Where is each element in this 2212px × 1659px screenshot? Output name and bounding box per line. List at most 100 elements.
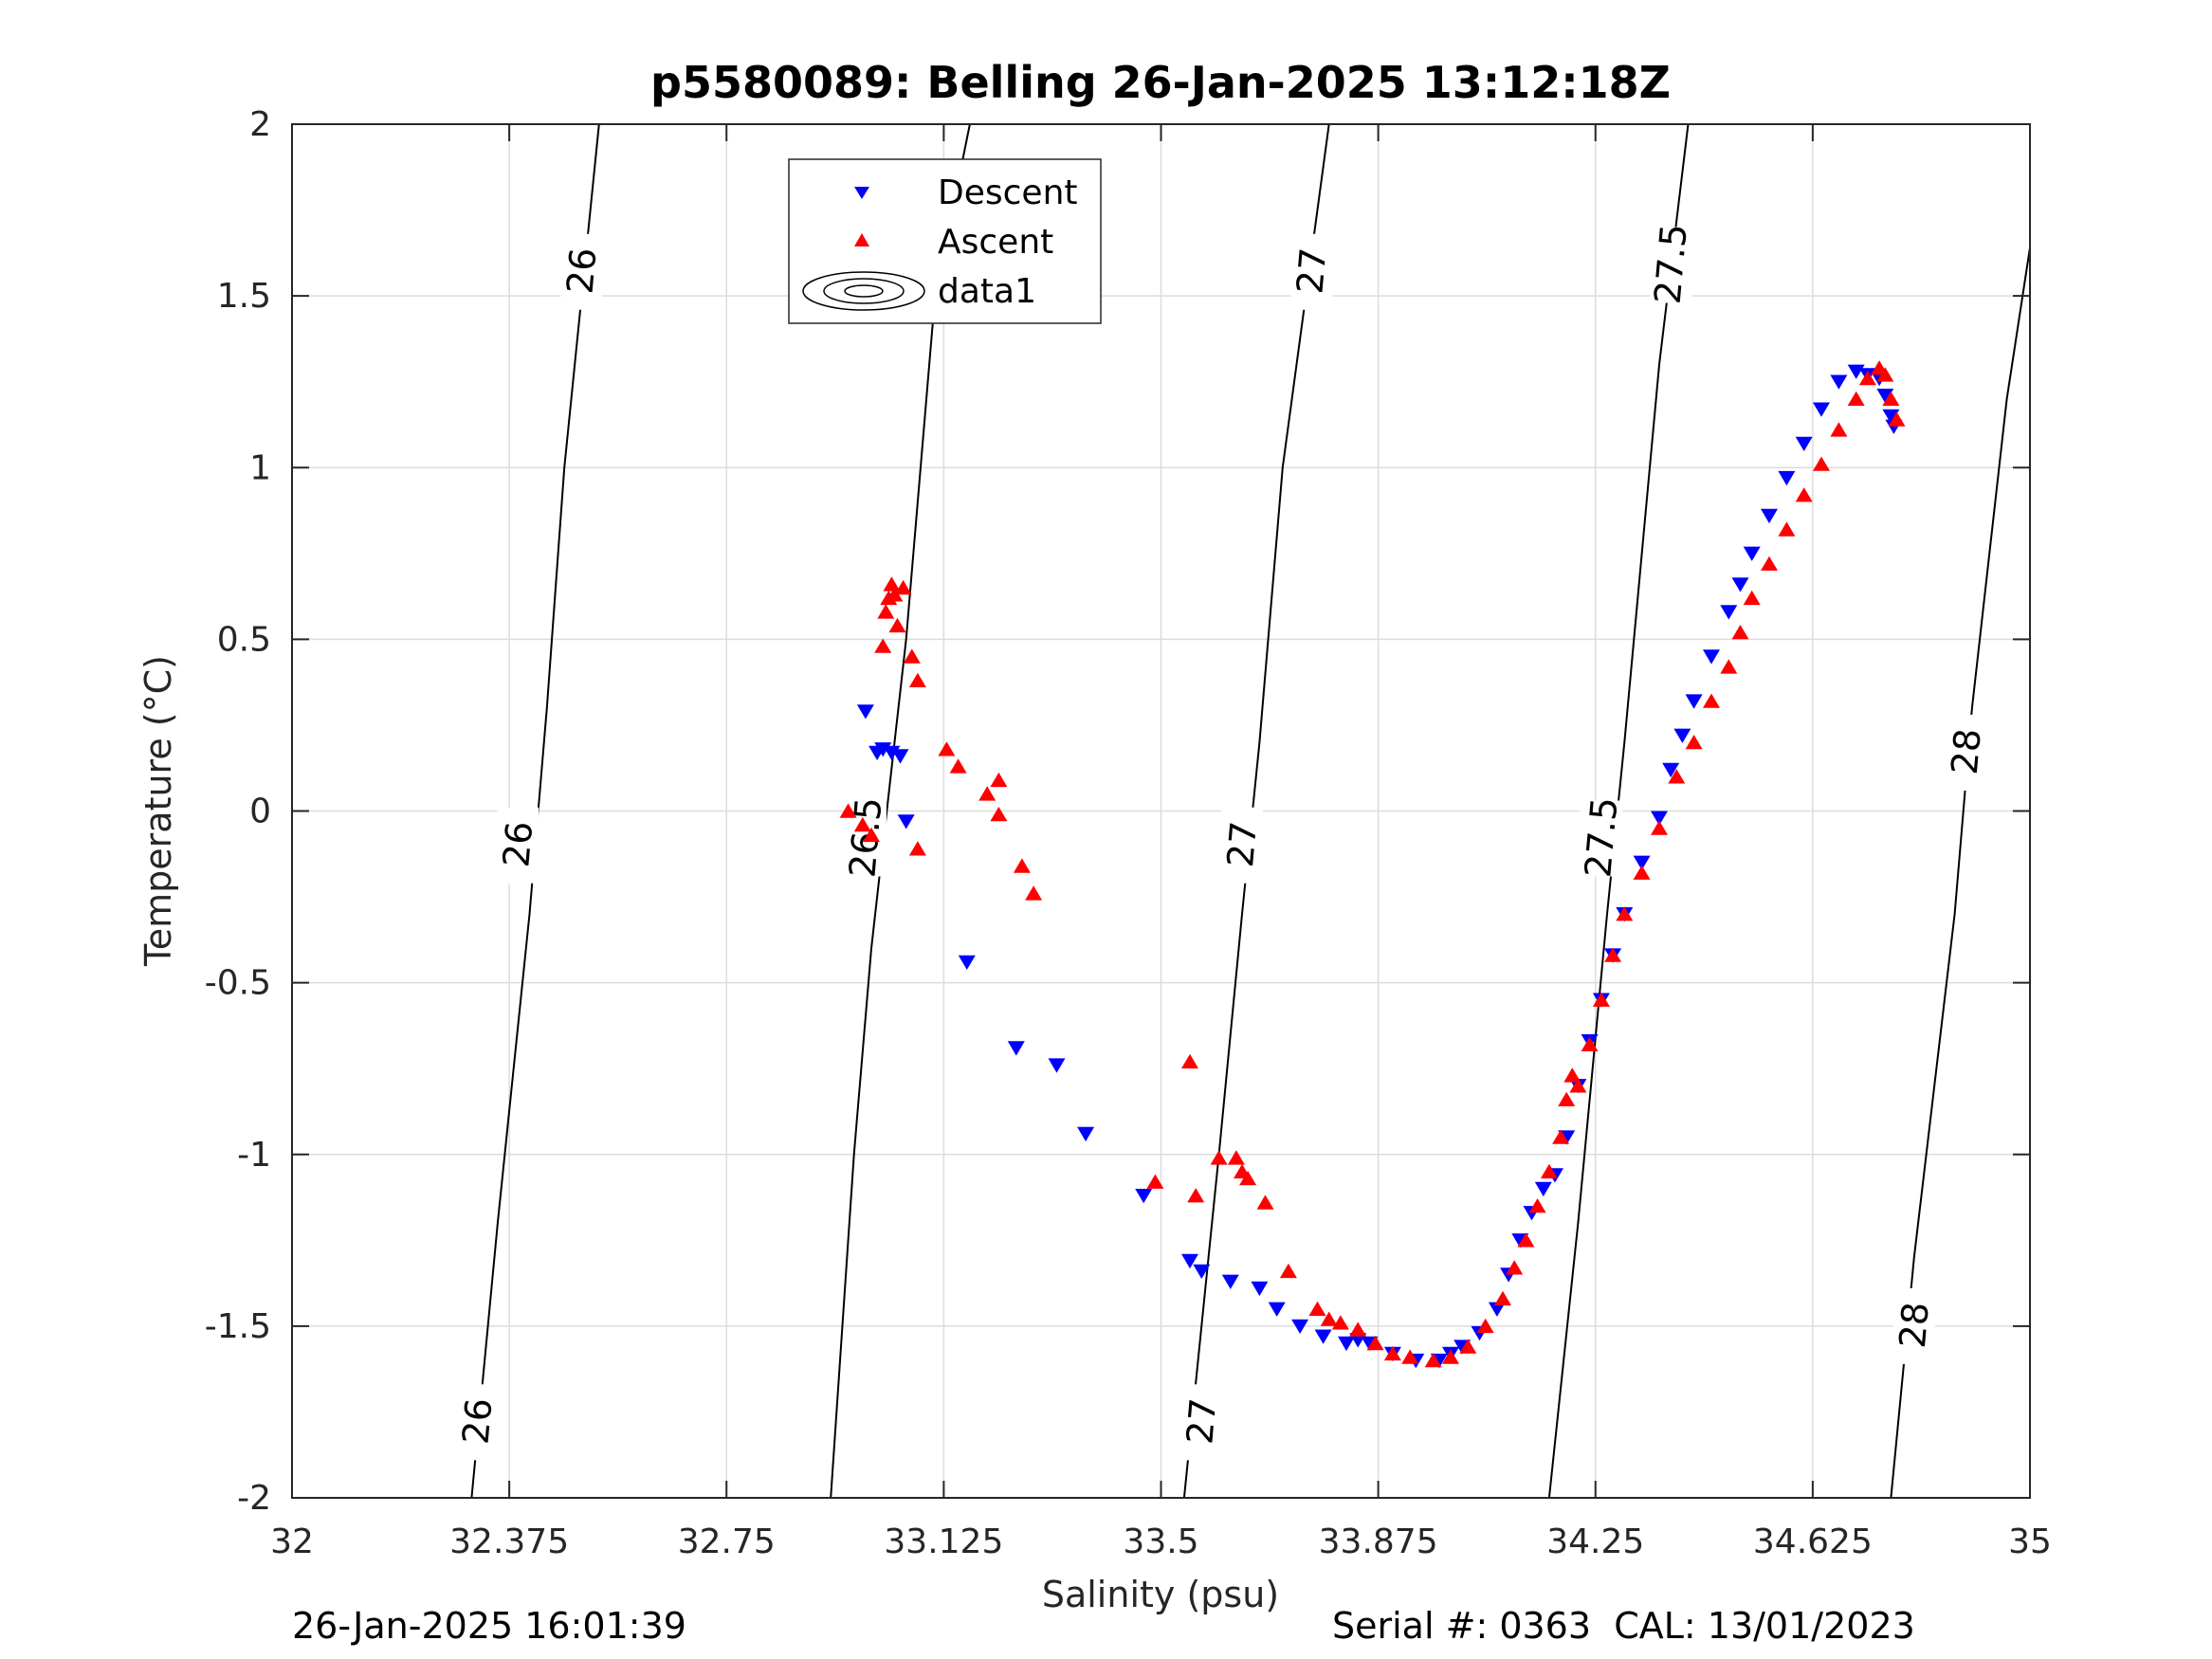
x-tick-label: 33.875 (1319, 1522, 1438, 1561)
contour-label-bg (1892, 1287, 1935, 1364)
ascent-point (1476, 1318, 1494, 1334)
ascent-point (1540, 1163, 1558, 1179)
contour-label-27: 27 (1219, 820, 1265, 869)
footer-timestamp: 26-Jan-2025 16:01:39 (292, 1605, 686, 1647)
y-tick-label: 1.5 (217, 277, 271, 316)
x-tick-label: 34.25 (1546, 1522, 1644, 1561)
ascent-point (1494, 1290, 1511, 1306)
y-tick-label: -1.5 (205, 1307, 271, 1346)
legend-ascent-marker (854, 233, 869, 246)
x-tick-label: 32.375 (449, 1522, 569, 1561)
descent-point (1731, 577, 1749, 592)
descent-point (1193, 1264, 1211, 1279)
x-tick-label: 33.125 (884, 1522, 1003, 1561)
ascent-point (863, 827, 880, 843)
descent-point (1813, 402, 1830, 417)
ascent-point (1569, 1078, 1587, 1093)
descent-point (1876, 389, 1894, 404)
ascent-point (1210, 1150, 1228, 1165)
chart-title: p5580089: Belling 26-Jan-2025 13:12:18Z (650, 57, 1671, 108)
contour-label-26: 26 (559, 246, 605, 296)
descent-point (1795, 436, 1813, 451)
ascent-point (1187, 1188, 1205, 1203)
ascent-point (839, 803, 857, 818)
x-tick-label: 35 (2008, 1522, 2052, 1561)
ascent-point (1651, 820, 1668, 835)
contour-label-28: 28 (1944, 727, 1989, 776)
descent-point (1685, 694, 1703, 709)
descent-point (1268, 1302, 1286, 1317)
ascent-point (978, 786, 996, 801)
ascent-point (1517, 1232, 1535, 1248)
ascent-point (1424, 1353, 1442, 1368)
ascent-point (1604, 947, 1622, 962)
ascent-point (888, 617, 906, 633)
ascent-point (1442, 1349, 1459, 1364)
ascent-point (1331, 1315, 1349, 1330)
ascent-point (886, 587, 904, 602)
descent-point (1633, 855, 1651, 870)
ascent-point (949, 758, 967, 774)
ascent-point (894, 579, 912, 595)
legend-descent-marker (854, 187, 869, 199)
ascent-point (1761, 556, 1778, 571)
ascent-point (903, 648, 921, 664)
y-axis-label: Temperature (°C) (137, 655, 179, 967)
descent-point (1534, 1181, 1552, 1197)
ascent-point (1459, 1339, 1477, 1354)
contour-label-27-5: 27.5 (1577, 795, 1625, 879)
descent-point (1703, 649, 1720, 665)
ascent-point (1239, 1171, 1257, 1186)
contour-label-bg (1221, 807, 1264, 884)
descent-point (1221, 1274, 1239, 1289)
ascent-point (908, 841, 926, 856)
footer-serial-cal: Serial #: 0363 CAL: 13/01/2023 (1332, 1605, 1915, 1647)
descent-point (1077, 1126, 1095, 1142)
ascent-point (1668, 769, 1686, 784)
axis-ticks: 32 32.375 32.75 33.125 33.5 33.875 34.25 34.625… (205, 105, 2052, 1561)
ascent-point (1778, 521, 1796, 537)
y-tick-label: -1 (237, 1136, 271, 1175)
y-tick-label: -2 (237, 1479, 271, 1518)
ascent-point (1743, 590, 1761, 606)
contour-label-26: 26 (495, 820, 540, 869)
y-tick-label: 0 (249, 793, 271, 831)
descent-point (1181, 1253, 1198, 1269)
descent-point (1743, 546, 1761, 561)
legend-ascent-label: Ascent (938, 223, 1053, 262)
ascent-point (1256, 1194, 1274, 1210)
descent-point (1314, 1329, 1332, 1344)
descent-point (856, 704, 874, 720)
y-tick-label: 0.5 (217, 620, 271, 659)
ascent-point (883, 576, 901, 592)
ascent-point (1685, 735, 1703, 750)
ascent-point (1383, 1345, 1401, 1361)
ascent-point (1308, 1301, 1326, 1316)
ascent-point (1731, 625, 1749, 640)
descent-point (891, 749, 909, 764)
contour-label-bg (1945, 714, 1987, 791)
descent-point (1778, 470, 1796, 486)
contour-label-bg (1650, 227, 1692, 303)
descent-point (1007, 1041, 1025, 1056)
ascent-point (1146, 1174, 1164, 1189)
legend-descent-label: Descent (938, 173, 1078, 212)
ascent-point (1592, 992, 1610, 1007)
descent-point (1488, 1302, 1506, 1317)
ascent-point (1847, 391, 1865, 406)
ascent-point (1813, 456, 1830, 471)
descent-point (1830, 374, 1848, 390)
ascent-point (1633, 865, 1651, 880)
legend-data1-label: data1 (938, 272, 1036, 311)
contour-label-bg (560, 233, 603, 310)
contour-label-27: 27 (1179, 1396, 1224, 1446)
contour-label-bg (1180, 1384, 1223, 1461)
descent-point (1338, 1336, 1355, 1352)
ascent-point (1227, 1150, 1245, 1165)
ascent-point (1401, 1349, 1419, 1364)
data-series (839, 360, 1906, 1369)
ascent-point (1882, 391, 1900, 406)
descent-point (1048, 1058, 1066, 1073)
contour-label-bg (456, 1384, 499, 1461)
